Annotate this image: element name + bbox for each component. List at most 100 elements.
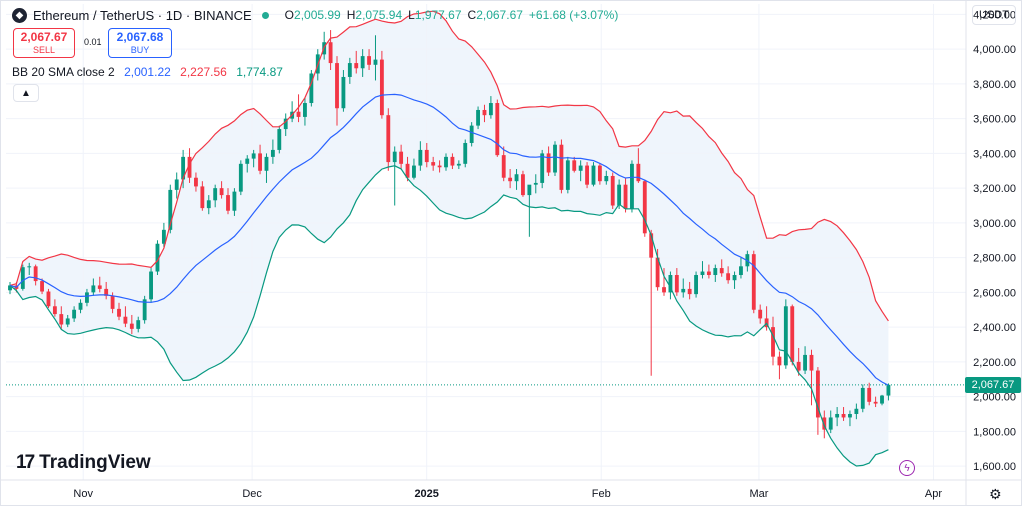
y-tick-label: 3,200.00: [973, 183, 1016, 195]
tradingview-logo[interactable]: 17 TradingView: [16, 452, 151, 474]
candle-body: [809, 354, 814, 371]
candle-body: [649, 233, 654, 258]
candle-body: [623, 184, 628, 209]
candle-body: [373, 59, 378, 65]
gear-icon[interactable]: ⚙: [989, 486, 1002, 502]
candle-body: [296, 111, 301, 117]
high-value: 2,075.94: [355, 8, 403, 22]
candle-body: [777, 356, 782, 366]
candle-body: [527, 184, 532, 196]
candle-body: [617, 184, 622, 206]
candle-body: [867, 387, 872, 402]
candle-body: [238, 163, 243, 192]
candle-body: [161, 229, 166, 244]
x-tick-label: Feb: [592, 488, 611, 500]
currency-selector[interactable]: USDT: [972, 5, 1016, 25]
candle-body: [399, 151, 404, 164]
candle-body: [226, 195, 230, 211]
candle-body: [181, 156, 186, 180]
candle-body: [412, 165, 416, 178]
candle-body: [283, 118, 288, 130]
candle-body: [59, 314, 64, 325]
candle-body: [341, 76, 346, 109]
candle-body: [501, 155, 506, 178]
symbol-title[interactable]: Ethereum / TetherUS · 1D · BINANCE: [33, 7, 252, 23]
indicator-name: BB 20 SMA close 2: [12, 65, 115, 79]
candle-body: [854, 408, 859, 414]
x-tick-label: Dec: [242, 488, 262, 500]
sell-button[interactable]: 2,067.67 SELL: [13, 28, 75, 58]
candle-body: [149, 271, 153, 300]
ethereum-icon[interactable]: ◆: [12, 7, 27, 23]
candle-body: [392, 151, 397, 163]
candle-body: [630, 163, 634, 209]
candle-body: [251, 153, 256, 159]
open-label: O: [284, 8, 295, 22]
candle-body: [597, 165, 602, 182]
candle-body: [751, 254, 756, 310]
candle-body: [360, 56, 365, 69]
candle-body: [553, 144, 557, 173]
candle-body: [565, 160, 570, 190]
x-tick-label: Mar: [749, 488, 768, 500]
candle-body: [758, 309, 763, 319]
candle-body: [848, 413, 852, 418]
indicator-basis: 2,001.22: [124, 65, 171, 79]
candle-body: [815, 370, 820, 418]
candle-body: [668, 275, 673, 293]
candle-body: [437, 165, 442, 168]
candle-body: [886, 384, 891, 396]
candle-body: [174, 179, 179, 190]
chevron-up-icon[interactable]: ▲: [13, 84, 39, 102]
candle-body: [46, 291, 51, 307]
candle-body: [27, 266, 32, 268]
y-tick-label: 3,600.00: [973, 114, 1016, 126]
candle-body: [97, 285, 102, 289]
candle-body: [129, 323, 134, 329]
candle-body: [572, 160, 577, 171]
tradingview-logo-icon: 17: [16, 452, 35, 473]
sell-price: 2,067.67: [20, 30, 68, 44]
candle-body: [418, 149, 423, 166]
y-tick-label: 3,800.00: [973, 79, 1016, 91]
candle-body: [790, 306, 795, 362]
candle-body: [72, 309, 77, 319]
candle-body: [533, 182, 538, 185]
lightning-icon[interactable]: ϟ: [899, 460, 915, 476]
candle-body: [277, 129, 282, 150]
candle-body: [405, 163, 410, 178]
candle-body: [521, 174, 525, 196]
candle-body: [514, 174, 519, 182]
buy-price: 2,067.68: [116, 30, 164, 44]
y-tick-label: 2,200.00: [973, 357, 1016, 369]
candle-body: [610, 175, 615, 206]
last-price-label: 2,067.67: [965, 376, 1021, 393]
candle-body: [258, 153, 262, 171]
candle-body: [206, 200, 211, 209]
candle-body: [450, 156, 455, 166]
candle-body: [91, 285, 96, 293]
candle-body: [706, 271, 711, 276]
candle-body: [482, 109, 487, 116]
y-tick-label: 3,000.00: [973, 218, 1016, 230]
close-value: 2,067.67: [476, 8, 523, 22]
candle-body: [540, 153, 545, 183]
candle-body: [444, 156, 448, 168]
candle-body: [328, 42, 333, 64]
candle-body: [78, 302, 83, 310]
candle-body: [873, 401, 878, 404]
chart-header: ◆ Ethereum / TetherUS · 1D · BINANCE O 2,…: [12, 6, 618, 24]
candle-body: [65, 318, 70, 325]
candle-body: [117, 308, 121, 317]
indicator-legend[interactable]: BB 20 SMA close 2 2,001.22 2,227.56 1,77…: [12, 65, 283, 79]
buy-button[interactable]: 2,067.68 BUY: [108, 28, 172, 58]
candle-body: [52, 306, 57, 315]
candle-body: [636, 163, 641, 182]
candle-body: [841, 413, 846, 418]
candle-body: [270, 149, 275, 157]
candle-body: [508, 177, 513, 182]
candle-body: [828, 417, 833, 430]
candle-body: [687, 288, 692, 295]
